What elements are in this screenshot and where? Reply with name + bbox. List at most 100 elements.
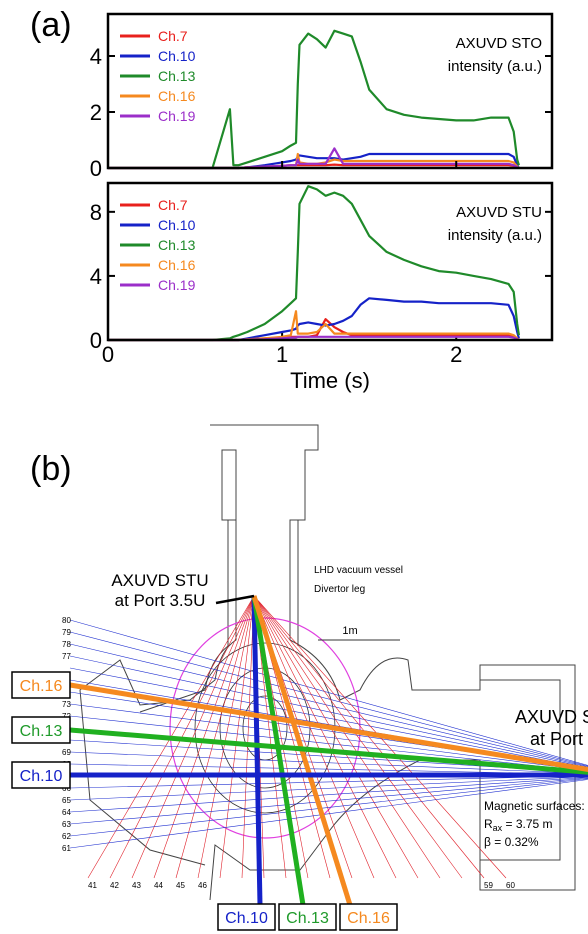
- y-tick-label: 4: [90, 264, 102, 289]
- sightline: [69, 643, 588, 768]
- series-line: [108, 29, 520, 170]
- sightline: [69, 703, 588, 771]
- sightline: [219, 595, 255, 879]
- channel-number: 78: [62, 640, 71, 649]
- highlight-line: [69, 727, 588, 775]
- plot-frame: [106, 181, 554, 342]
- channel-number: 79: [62, 628, 71, 637]
- sightline: [253, 595, 441, 879]
- detector-label: at Port 3.5U: [115, 591, 206, 610]
- magnetic-label: β = 0.32%: [484, 835, 539, 849]
- highlight-line: [251, 595, 263, 906]
- legend-label: Ch.10: [158, 48, 196, 64]
- channel-number: 69: [62, 748, 71, 757]
- channel-number: 64: [62, 808, 71, 817]
- detector-label: AXUVD STU: [111, 571, 208, 590]
- channel-number: 80: [62, 616, 71, 625]
- y-tick-label: 8: [90, 200, 102, 225]
- legend-label: Ch.7: [158, 28, 188, 44]
- channel-labels: 8079787773726968676665646362614142434445…: [11, 616, 515, 931]
- channel-number: 41: [88, 881, 97, 890]
- sightline: [69, 619, 588, 766]
- legend-label: Ch.19: [158, 277, 196, 293]
- vessel-label: LHD vacuum vessel: [314, 565, 403, 576]
- sightline: [69, 751, 588, 774]
- channel-number: 77: [62, 652, 71, 661]
- channel-box: [339, 903, 398, 931]
- legend-label: Ch.19: [158, 108, 196, 124]
- magnetic-label: Rax = 3.75 m: [484, 817, 553, 833]
- channel-label: Ch.13: [20, 723, 63, 740]
- y-tick-label: 0: [90, 156, 102, 181]
- channel-number: 43: [132, 881, 141, 890]
- scale-label: 1m: [342, 625, 357, 637]
- channel-number: 61: [62, 844, 71, 853]
- annotation: intensity (a.u.): [448, 227, 542, 244]
- sightline: [69, 777, 588, 825]
- highlight-line: [251, 595, 306, 906]
- chart: 0 2 4 AXUVD STO intensity (a.u.) Ch.7 Ch.10 Ch.…: [90, 12, 554, 181]
- magnetic-label: Magnetic surfaces:: [484, 799, 585, 813]
- legend-label: Ch.13: [158, 237, 196, 253]
- x-tick-label: 2: [450, 342, 462, 367]
- axis-value: = 3.75 m: [502, 817, 552, 831]
- channel-box: [11, 761, 71, 789]
- highlight-line: [69, 682, 588, 772]
- channel-number: 62: [62, 832, 71, 841]
- x-tick-label: 1: [276, 342, 288, 367]
- subscript: ax: [493, 823, 503, 833]
- sightline: [175, 595, 255, 879]
- plot-frame: [106, 12, 554, 170]
- legend-label: Ch.7: [158, 197, 188, 213]
- sightline: [69, 779, 588, 849]
- sightline: [153, 595, 255, 879]
- x-tick-label: 0: [102, 342, 114, 367]
- channel-number: 65: [62, 796, 71, 805]
- legend-label: Ch.16: [158, 88, 196, 104]
- annotation: AXUVD STU: [456, 204, 542, 221]
- pointer: [215, 594, 255, 605]
- channel-number: 46: [198, 881, 207, 890]
- channel-box: [278, 903, 337, 931]
- panel-label: (a): [30, 6, 72, 44]
- legend-label: Ch.16: [158, 257, 196, 273]
- sightline: [253, 595, 397, 879]
- channel-number: 60: [506, 881, 515, 890]
- channel-number: 73: [62, 700, 71, 709]
- sightline: [253, 595, 463, 879]
- legend-label: Ch.13: [158, 68, 196, 84]
- sightline: [253, 595, 419, 879]
- channel-box: [11, 671, 71, 699]
- sightline: [69, 776, 588, 813]
- symbol: R: [484, 817, 493, 831]
- detector-label: AXUVD STO: [515, 707, 588, 727]
- y-tick-label: 2: [90, 100, 102, 125]
- sightline: [131, 595, 255, 879]
- channel-box: [11, 716, 71, 744]
- sightline: [69, 776, 588, 801]
- sightline: [253, 595, 485, 879]
- channel-number: 59: [484, 881, 493, 890]
- annotation: intensity (a.u.): [448, 58, 542, 75]
- channel-number: 63: [62, 820, 71, 829]
- vessel: [139, 520, 299, 713]
- sightline: [69, 631, 588, 767]
- channel-label: Ch.16: [347, 910, 390, 927]
- chart: 0 4 8 0 1 2 Time (s) AXUVD STU intensity (a.u.) C…: [90, 161, 554, 393]
- channel-box: [217, 903, 276, 931]
- sightline: [253, 595, 375, 879]
- channel-label: Ch.13: [286, 910, 329, 927]
- divertor-label: Divertor leg: [314, 584, 365, 595]
- channel-label: Ch.10: [20, 768, 63, 785]
- series-line: [108, 185, 520, 342]
- legend-label: Ch.10: [158, 217, 196, 233]
- channel-number: 42: [110, 881, 119, 890]
- sightline: [69, 778, 588, 837]
- sightline: [241, 595, 255, 879]
- detector-label: at Port 4O: [530, 729, 588, 749]
- sightline: [197, 595, 255, 879]
- diagram: AXUVD STU at Port 3.5U LHD vacuum vessel…: [11, 424, 588, 931]
- sightline: [69, 655, 588, 768]
- sightline: [69, 667, 588, 769]
